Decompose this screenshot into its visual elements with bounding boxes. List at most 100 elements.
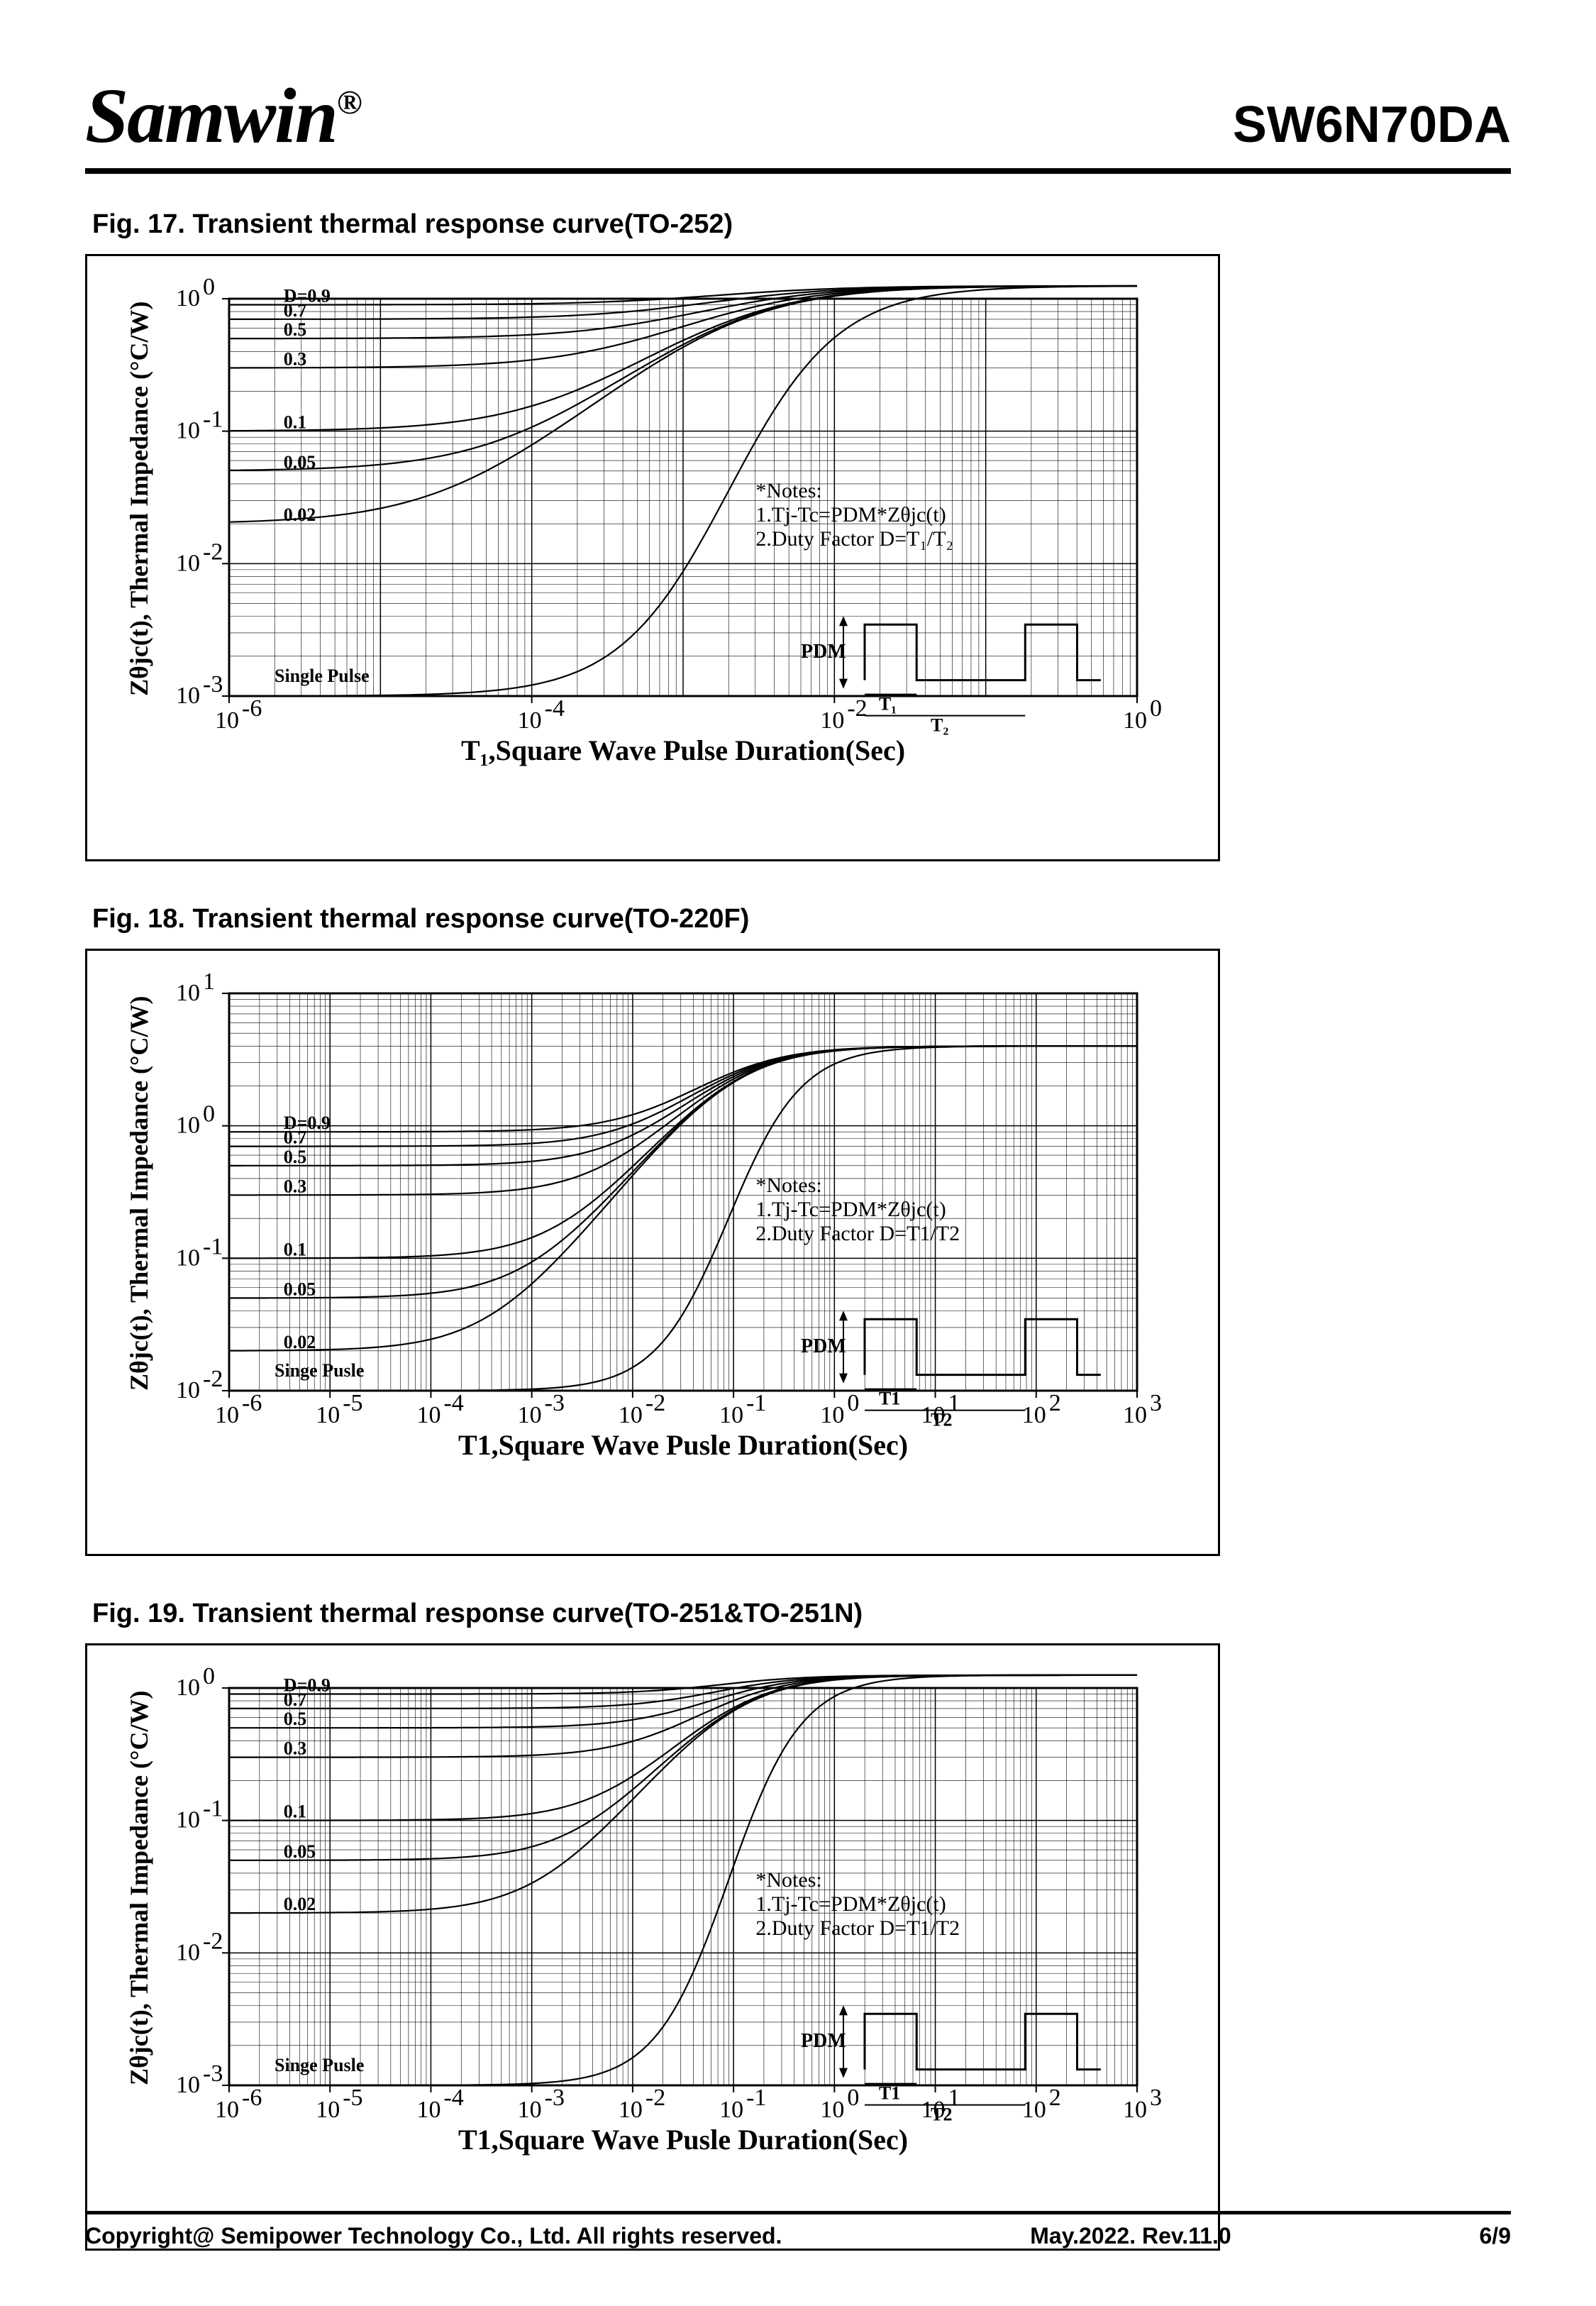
svg-text:10: 10: [176, 1377, 200, 1403]
svg-text:1: 1: [203, 972, 215, 995]
svg-text:0.3: 0.3: [284, 349, 307, 370]
svg-text:-3: -3: [203, 2060, 223, 2087]
svg-text:0.1: 0.1: [284, 412, 307, 433]
svg-text:0.05: 0.05: [284, 452, 316, 473]
svg-text:-1: -1: [746, 1390, 766, 1416]
svg-text:0.5: 0.5: [284, 1147, 307, 1167]
svg-text:T1: T1: [879, 1389, 900, 1409]
svg-text:-4: -4: [443, 2085, 463, 2111]
svg-text:Singe Pusle: Singe Pusle: [275, 1360, 364, 1381]
svg-text:0: 0: [203, 1667, 215, 1689]
thermal-chart: 10-610-410-210010-310-210-1100T₁,Square …: [109, 277, 1173, 838]
svg-text:*Notes:: *Notes:: [755, 1174, 821, 1197]
svg-text:10: 10: [719, 2097, 743, 2123]
svg-text:10: 10: [176, 980, 200, 1006]
svg-text:-2: -2: [645, 1390, 665, 1416]
svg-text:-6: -6: [242, 695, 262, 722]
svg-text:10: 10: [176, 1113, 200, 1139]
svg-text:10: 10: [176, 1245, 200, 1271]
copyright-text: Copyright@ Semipower Technology Co., Ltd…: [85, 2223, 782, 2249]
revision-text: May.2022. Rev.11.0: [1030, 2223, 1231, 2249]
svg-text:*Notes:: *Notes:: [755, 479, 821, 502]
svg-text:0.02: 0.02: [284, 1332, 316, 1352]
svg-text:10: 10: [619, 1402, 643, 1428]
svg-text:0: 0: [203, 277, 215, 300]
svg-text:Singe Pusle: Singe Pusle: [275, 2055, 364, 2075]
svg-text:Zθjc(t), Thermal Impedance (°C: Zθjc(t), Thermal Impedance (°C/W): [125, 996, 153, 1391]
chart-frame: 10-610-510-410-310-210-110010110210310-2…: [85, 949, 1220, 1556]
svg-text:10: 10: [518, 2097, 542, 2123]
thermal-chart: 10-610-510-410-310-210-110010110210310-2…: [109, 972, 1173, 1533]
svg-text:10: 10: [215, 707, 239, 734]
svg-text:T2: T2: [931, 1410, 952, 1430]
svg-text:10: 10: [619, 2097, 643, 2123]
svg-text:-2: -2: [847, 695, 867, 722]
svg-text:-2: -2: [203, 539, 223, 565]
svg-text:-2: -2: [203, 1366, 223, 1392]
svg-text:10: 10: [316, 2097, 340, 2123]
svg-text:0.02: 0.02: [284, 1894, 316, 1914]
svg-text:PDM: PDM: [801, 1335, 846, 1357]
svg-text:-5: -5: [343, 2085, 362, 2111]
chart-frame: 10-610-410-210010-310-210-1100T₁,Square …: [85, 254, 1220, 861]
brand-text: Samwin: [85, 72, 337, 159]
svg-text:10: 10: [215, 2097, 239, 2123]
svg-text:10: 10: [1022, 2097, 1046, 2123]
svg-text:10: 10: [518, 1402, 542, 1428]
svg-text:0.3: 0.3: [284, 1176, 307, 1196]
svg-text:10: 10: [176, 1939, 200, 1965]
svg-text:2.Duty Factor D=T1/T2: 2.Duty Factor D=T1/T2: [755, 1222, 960, 1245]
svg-text:0.7: 0.7: [284, 300, 307, 321]
page-number: 6/9: [1480, 2223, 1511, 2249]
svg-text:10: 10: [518, 707, 542, 734]
svg-text:0.3: 0.3: [284, 1738, 307, 1759]
thermal-chart: 10-610-510-410-310-210-110010110210310-3…: [109, 1667, 1173, 2227]
svg-text:T₁,Square Wave Pulse Duration(: T₁,Square Wave Pulse Duration(Sec): [461, 734, 905, 766]
svg-text:10: 10: [416, 1402, 440, 1428]
page-footer: Copyright@ Semipower Technology Co., Ltd…: [85, 2211, 1511, 2249]
svg-text:0.7: 0.7: [284, 1689, 307, 1710]
svg-text:Zθjc(t), Thermal Impedance (°C: Zθjc(t), Thermal Impedance (°C/W): [125, 1691, 153, 2085]
svg-text:-2: -2: [203, 1928, 223, 1954]
svg-text:-1: -1: [203, 407, 223, 433]
svg-text:0: 0: [203, 1101, 215, 1127]
svg-text:0.7: 0.7: [284, 1127, 307, 1148]
svg-text:Single Pulse: Single Pulse: [275, 666, 370, 686]
figure-caption: Fig. 17. Transient thermal response curv…: [92, 209, 1511, 240]
svg-text:10: 10: [176, 1807, 200, 1833]
svg-text:10: 10: [316, 1402, 340, 1428]
svg-text:T1: T1: [879, 2083, 900, 2104]
svg-text:10: 10: [719, 1402, 743, 1428]
svg-text:-1: -1: [203, 1796, 223, 1822]
svg-text:10: 10: [176, 550, 200, 576]
svg-text:0.5: 0.5: [284, 1709, 307, 1729]
svg-text:-5: -5: [343, 1390, 362, 1416]
svg-text:T₂: T₂: [931, 715, 948, 736]
svg-text:0: 0: [847, 1390, 859, 1416]
svg-text:10: 10: [416, 2097, 440, 2123]
svg-text:0.1: 0.1: [284, 1802, 307, 1822]
svg-text:-3: -3: [203, 671, 223, 697]
registered-icon: ®: [337, 84, 361, 121]
svg-text:10: 10: [176, 418, 200, 444]
svg-text:PDM: PDM: [801, 2030, 846, 2052]
svg-text:T2: T2: [931, 2104, 952, 2125]
svg-text:-6: -6: [242, 1390, 262, 1416]
svg-text:T1,Square Wave Pusle Duration(: T1,Square Wave Pusle Duration(Sec): [458, 1429, 908, 1461]
svg-text:2: 2: [1049, 1390, 1061, 1416]
part-number: SW6N70DA: [1233, 96, 1511, 154]
svg-text:-4: -4: [545, 695, 565, 722]
svg-text:2.Duty Factor D=T1/T2: 2.Duty Factor D=T1/T2: [755, 1916, 960, 1940]
page-header: Samwin® SW6N70DA: [85, 71, 1511, 174]
svg-text:10: 10: [820, 707, 844, 734]
figure-caption: Fig. 19. Transient thermal response curv…: [92, 1599, 1511, 1629]
svg-text:0.05: 0.05: [284, 1841, 316, 1862]
svg-text:0.1: 0.1: [284, 1239, 307, 1259]
svg-text:0.5: 0.5: [284, 319, 307, 340]
svg-text:3: 3: [1150, 1390, 1162, 1416]
svg-text:1.Tj-Tc=PDM*Zθjc(t): 1.Tj-Tc=PDM*Zθjc(t): [755, 1892, 946, 1916]
svg-text:0.02: 0.02: [284, 504, 316, 525]
svg-text:-1: -1: [203, 1233, 223, 1259]
svg-text:Zθjc(t), Thermal Impedance (°C: Zθjc(t), Thermal Impedance (°C/W): [125, 302, 153, 696]
svg-text:2.Duty Factor D=T₁/T₂: 2.Duty Factor D=T₁/T₂: [755, 527, 953, 551]
